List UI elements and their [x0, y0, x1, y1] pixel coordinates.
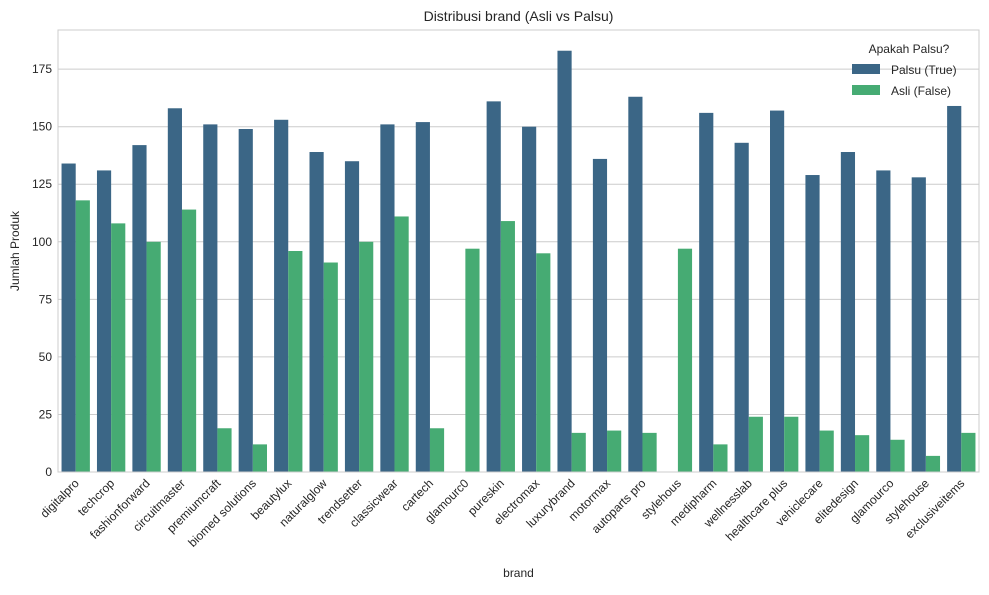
y-axis-title: Jumlah Produk	[8, 210, 22, 291]
legend: Apakah Palsu? Palsu (True) Asli (False)	[852, 42, 957, 98]
bar-palsu	[61, 163, 76, 473]
y-tick-labels: 0 25 50 75 100 125 150 175	[32, 62, 52, 479]
bar-asli	[642, 432, 657, 472]
bar-asli	[819, 430, 834, 472]
bar-asli	[925, 455, 941, 472]
bar-palsu	[238, 128, 253, 473]
bar-palsu	[380, 124, 395, 473]
bar-palsu	[947, 105, 962, 472]
bar-palsu	[486, 101, 501, 472]
bar-asli	[713, 444, 728, 472]
bar-asli	[784, 416, 799, 472]
legend-title: Apakah Palsu?	[869, 42, 950, 56]
bar-palsu	[522, 126, 537, 472]
chart-title: Distribusi brand (Asli vs Palsu)	[424, 8, 614, 24]
bar-asli	[961, 432, 976, 472]
legend-swatch-asli	[852, 85, 880, 95]
legend-swatch-palsu	[852, 64, 880, 74]
bar-asli	[252, 444, 267, 472]
bar-palsu	[344, 161, 360, 472]
bar-asli	[536, 253, 551, 472]
bar-asli	[890, 439, 905, 472]
bar-palsu	[415, 122, 430, 472]
bar-palsu	[699, 112, 714, 472]
bar-palsu	[911, 177, 926, 473]
bar-asli	[607, 430, 622, 472]
y-tick-label: 175	[32, 62, 52, 76]
bar-asli	[465, 248, 480, 472]
bar-palsu	[840, 152, 856, 472]
bar-palsu	[96, 170, 112, 473]
x-tick-label: healthcare plus	[723, 476, 790, 543]
bar-asli	[75, 200, 90, 472]
bar-palsu	[592, 158, 608, 472]
y-tick-label: 150	[32, 120, 52, 134]
bar-palsu	[770, 110, 785, 473]
x-tick-label: digitalpro	[37, 476, 82, 521]
y-tick-label: 0	[45, 465, 52, 479]
bar-palsu	[274, 119, 289, 472]
bar-asli	[217, 428, 232, 472]
legend-label-asli: Asli (False)	[891, 84, 951, 98]
y-tick-label: 25	[39, 407, 53, 421]
bar-asli	[571, 432, 586, 472]
bar-palsu	[628, 96, 643, 473]
y-tick-label: 100	[32, 235, 52, 249]
plot-frame	[57, 29, 980, 473]
bar-asli	[288, 251, 303, 472]
bar-palsu	[167, 108, 182, 472]
bar-asli	[146, 241, 161, 472]
x-axis-title: brand	[503, 566, 534, 580]
bar-asli	[677, 248, 693, 472]
bar-palsu	[734, 142, 749, 473]
bar-palsu	[876, 170, 891, 473]
y-tick-label: 75	[39, 292, 53, 306]
bar-asli	[323, 262, 338, 472]
bar-palsu	[805, 175, 820, 472]
bar-palsu	[203, 124, 218, 473]
bar-asli	[429, 428, 445, 472]
bar-palsu	[309, 152, 324, 472]
bar-asli	[359, 241, 374, 472]
bar-palsu	[557, 50, 572, 472]
legend-label-palsu: Palsu (True)	[891, 63, 957, 77]
bar-asli	[394, 216, 409, 472]
x-tick-labels: digitalprotechcropfashionforwardcircuitm…	[37, 476, 967, 550]
bars	[61, 50, 976, 473]
y-tick-label: 50	[39, 350, 53, 364]
bar-palsu	[132, 145, 147, 472]
y-tick-label: 125	[32, 177, 52, 191]
bar-asli	[855, 435, 870, 472]
bar-asli	[748, 416, 763, 472]
bar-asli	[500, 221, 515, 472]
bar-asli	[181, 209, 197, 472]
bar-asli	[111, 223, 126, 472]
